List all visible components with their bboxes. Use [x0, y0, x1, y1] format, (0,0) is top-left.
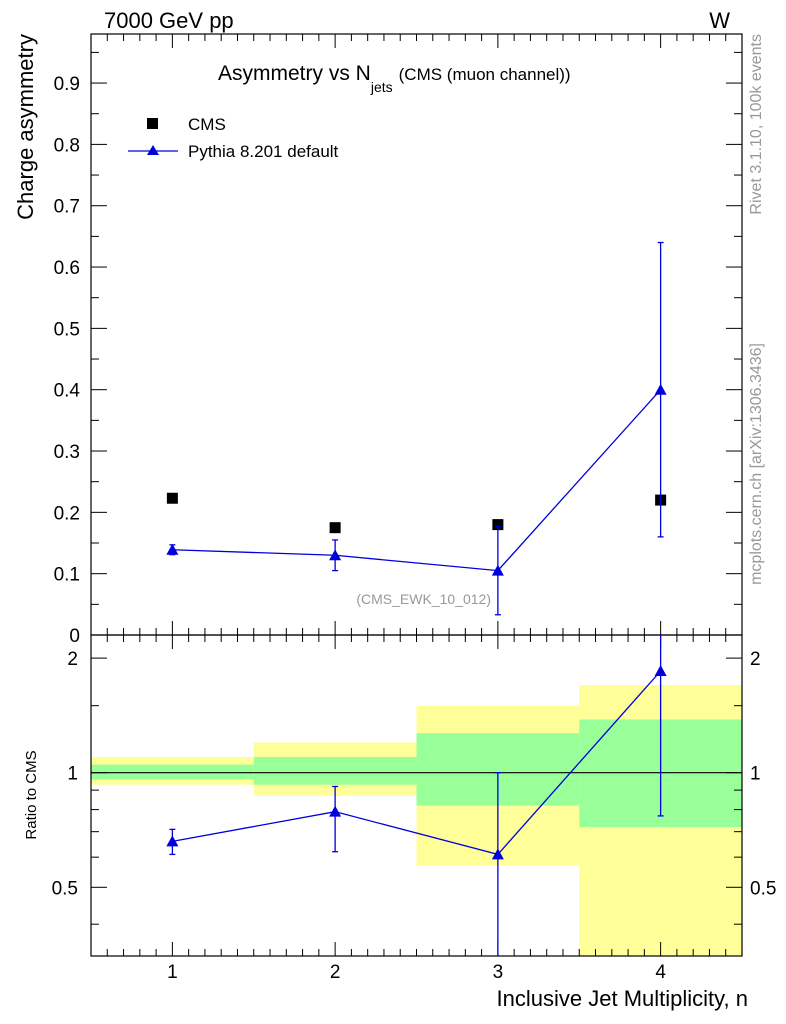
main-y-tick-label: 0.9 — [54, 74, 80, 95]
main-series — [166, 241, 667, 616]
chart-title-paren: (CMS (muon channel)) — [399, 65, 571, 84]
main-y-axis-title: Charge asymmetry — [13, 34, 38, 220]
legend-mc-label: Pythia 8.201 default — [188, 142, 339, 161]
main-y-tick-label: 0.3 — [54, 442, 80, 463]
ratio-band-inner-2 — [253, 756, 417, 785]
x-tick-label: 1 — [167, 962, 178, 983]
legend-data-label: CMS — [188, 115, 226, 134]
header-process: W — [709, 8, 730, 33]
ratio-y-tick-label: 2 — [67, 649, 78, 670]
pythia-data-point — [329, 549, 342, 561]
main-y-tick-label: 0.5 — [54, 319, 80, 340]
cms-data-point — [329, 522, 341, 534]
ratio-pythia-point — [329, 805, 342, 817]
main-y-tick-label: 0.6 — [54, 258, 80, 279]
ratio-band-inner-1 — [91, 764, 254, 780]
x-tick-label: 2 — [330, 962, 341, 983]
ratio-series — [166, 635, 667, 956]
ratio-bands — [91, 684, 742, 956]
chart-title-sub: jets — [370, 79, 393, 95]
ratio-y-tick-label-right: 0.5 — [750, 878, 776, 899]
cms-data-point — [166, 492, 178, 504]
analysis-id: (CMS_EWK_10_012) — [356, 591, 491, 607]
tick-labels: 1 2 3 4 0 0.1 0.2 0.3 0.4 0.5 0.6 0.7 0.8 0.9 0.5 0.5 1 1… — [52, 74, 777, 983]
ratio-pythia-point — [166, 835, 179, 847]
ratio-y-tick-label-right: 1 — [750, 764, 761, 785]
pythia-data-point — [166, 543, 179, 555]
main-y-tick-label: 0.4 — [54, 381, 81, 402]
main-y-tick-label: 0.7 — [54, 197, 80, 218]
pythia-data-point — [491, 564, 504, 576]
main-y-tick-label: 0.2 — [54, 503, 80, 524]
axis-ticks — [90, 34, 743, 956]
ratio-y-axis-title: Ratio to CMS — [23, 750, 40, 839]
ratio-pythia-line — [172, 670, 662, 856]
ratio-y-tick-label: 1 — [67, 764, 78, 785]
ratio-pythia-point — [491, 848, 504, 860]
mcplots-reference-text: mcplots.cern.ch [arXiv:1306.3436] — [748, 343, 765, 585]
x-tick-label: 3 — [493, 962, 504, 983]
ratio-y-tick-label-right: 2 — [750, 649, 761, 670]
chart-title: Asymmetry vs Njets (CMS (muon channel)) — [218, 62, 571, 95]
pythia-line — [172, 389, 662, 572]
x-tick-label: 4 — [655, 962, 666, 983]
chart-title-main: Asymmetry vs N — [218, 62, 371, 85]
cms-data-point — [492, 519, 504, 531]
rivet-version-text: Rivet 3.1.10, 100k events — [748, 34, 765, 215]
legend-data-marker — [147, 118, 158, 129]
ratio-y-tick-label: 0.5 — [52, 878, 78, 899]
ratio-pythia-point — [654, 664, 667, 676]
legend-mc-marker — [147, 145, 159, 155]
header-energy: 7000 GeV pp — [104, 8, 234, 33]
main-y-tick-label: 0.1 — [54, 565, 80, 586]
pythia-data-point — [654, 383, 667, 395]
main-y-tick-label: 0.8 — [54, 135, 80, 156]
main-y-tick-label: 0 — [69, 626, 80, 647]
x-axis-title: Inclusive Jet Multiplicity, n — [497, 986, 748, 1011]
